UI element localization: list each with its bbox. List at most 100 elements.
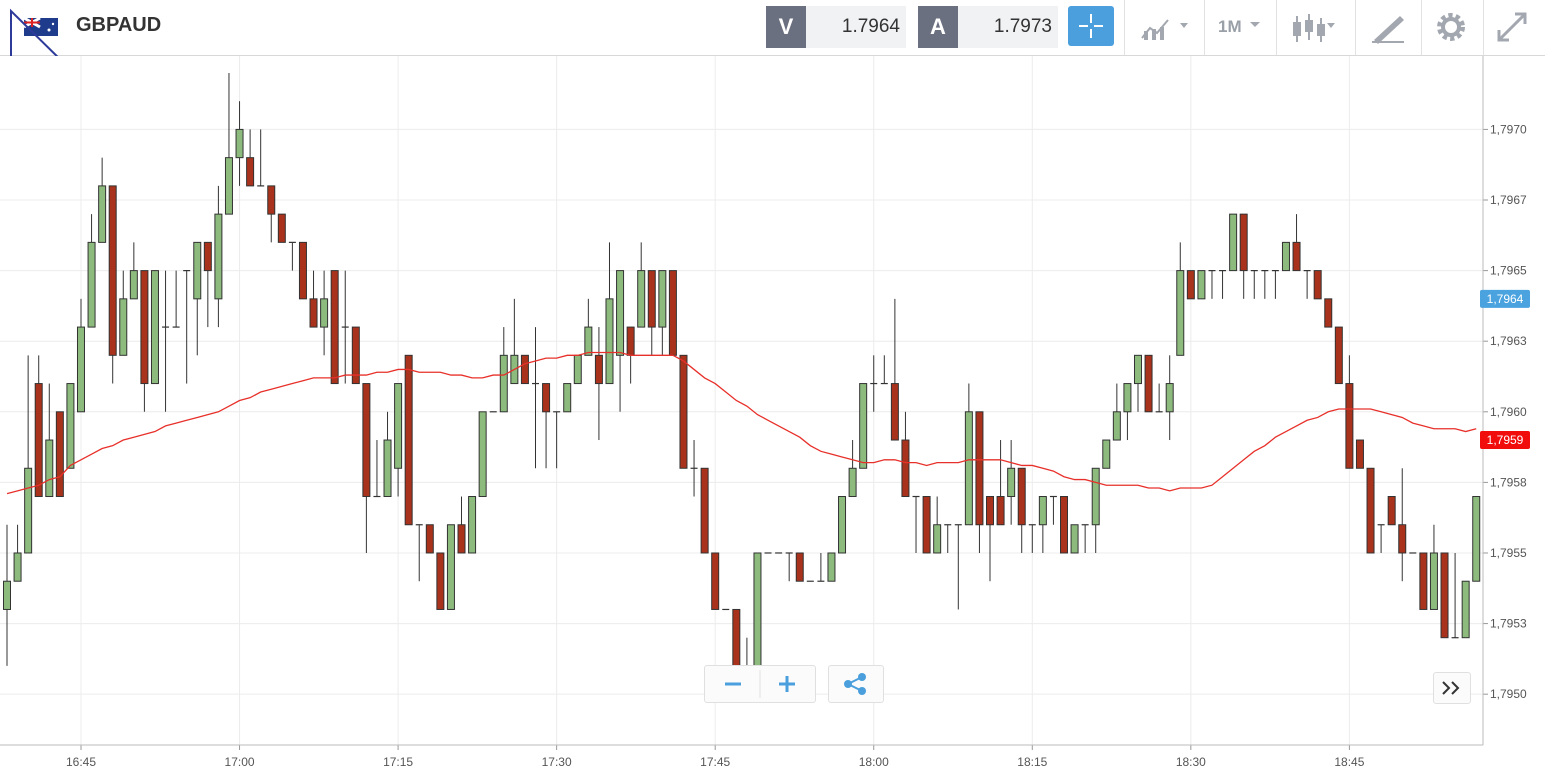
candle-body [996,496,1005,526]
share-icon [844,673,866,695]
y-tick-label: 1,7953 [1490,617,1527,631]
x-tick-label: 18:30 [1176,755,1206,769]
candle-body [1239,213,1248,272]
symbol: GBPAUD [76,14,162,36]
fullscreen-button[interactable] [1485,0,1545,55]
draw-tool-button[interactable] [1360,0,1420,55]
candle-body [1165,383,1174,413]
candle-body [320,298,329,328]
candle-body [1144,354,1153,413]
candle-body [108,185,117,356]
bid-price: 1.7964 [806,6,906,48]
candle-body [933,524,942,554]
candle-body [859,383,868,469]
candle-body [45,439,54,498]
y-tick-label: 1,7958 [1490,475,1527,489]
price-tag-label: 1,7959 [1487,433,1524,447]
candle-body [66,383,75,469]
candle-body [425,524,434,554]
candle-body [1112,411,1121,441]
candle-body [647,270,656,328]
candle-body [468,496,477,554]
candle-style-button[interactable] [1285,0,1345,55]
candle-body [890,383,899,441]
x-tick-label: 17:15 [383,755,413,769]
settings-button[interactable] [1422,0,1482,55]
toolbar: GBPAUD V 1.7964 A 1.7973 1M [0,0,1545,70]
candle-body [711,552,720,610]
candle-body [351,326,360,385]
candle-body [404,354,413,526]
price-tag [1480,431,1530,450]
price-tag [1480,289,1530,308]
candle-body [922,496,931,554]
candle-body [76,326,85,413]
candle-body [637,270,646,328]
candle-body [1229,213,1238,272]
candle-body [98,185,107,243]
candle-body [838,496,847,554]
candle-body [55,411,64,498]
candle-body [1324,298,1333,328]
candle-body [584,326,593,356]
candle-body [277,213,286,243]
ask-label: A [918,6,958,48]
x-tick-label: 18:00 [859,755,889,769]
candle-body [499,354,508,413]
candle-body [1334,326,1343,385]
candle-body [848,467,857,498]
candle-body [330,270,339,385]
candle-body [732,608,741,667]
candle-body [119,298,128,356]
candle-body [436,552,445,610]
x-tick-label: 17:00 [225,755,255,769]
y-tick-label: 1,7963 [1490,334,1527,348]
candle-body [827,552,836,582]
candle-body [964,411,973,526]
candle-body [383,439,392,498]
candle-body [1345,383,1354,469]
candle-body [193,241,202,300]
candle-body [1007,467,1016,498]
chart-type-button[interactable] [1130,0,1190,55]
candle-body [394,383,403,469]
candle-body [478,411,487,498]
moving-average [6,351,1477,495]
candle-body [986,496,995,526]
candle-body [1313,270,1322,300]
candle-body [446,524,455,610]
y-tick-label: 1,7967 [1490,193,1527,207]
candle-body [309,298,318,328]
candles [3,72,1481,695]
y-tick-label: 1,7955 [1490,546,1527,560]
candle-body [1123,383,1132,413]
candle-body [616,270,625,356]
candle-body [267,185,276,215]
y-tick-label: 1,7950 [1490,687,1527,701]
candle-body [203,241,212,272]
candle-body [901,439,910,498]
candle-body [563,383,572,413]
candle-body [3,580,11,610]
crosshair-button[interactable] [1068,6,1114,46]
candle-body [1461,580,1470,639]
candle-body [1070,524,1079,554]
x-tick-label: 17:30 [542,755,572,769]
candle-body [1355,439,1364,469]
scroll-end-button[interactable] [1433,672,1471,704]
share-button[interactable] [828,665,884,703]
candle-body [140,270,149,385]
bid-label: V [766,6,806,48]
candle-body [1102,439,1111,469]
candle-body [362,383,371,498]
candle-body [129,270,138,300]
candle-body [214,213,223,300]
price-tag-label: 1,7964 [1487,292,1524,306]
candle-body [1091,467,1100,526]
timeframe-button[interactable]: 1M [1218,17,1242,36]
caret [1250,22,1260,27]
candle-body [150,270,159,385]
y-tick-label: 1,7970 [1490,122,1527,136]
x-tick-label: 17:45 [700,755,730,769]
